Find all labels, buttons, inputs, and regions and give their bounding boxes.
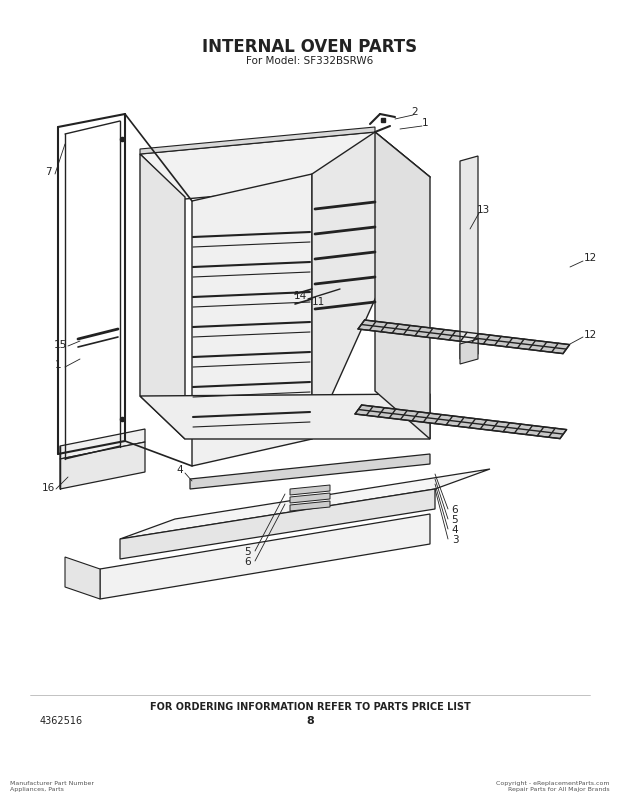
Text: 8: 8 (306, 715, 314, 725)
Polygon shape (60, 430, 145, 459)
Text: Manufacturer Part Number
Appliances, Parts: Manufacturer Part Number Appliances, Par… (10, 781, 94, 791)
Polygon shape (358, 320, 570, 354)
Text: eReplacementParts.com: eReplacementParts.com (212, 418, 348, 429)
Polygon shape (140, 132, 430, 200)
Polygon shape (190, 454, 430, 489)
Text: For Model: SF332BSRW6: For Model: SF332BSRW6 (246, 56, 374, 66)
Polygon shape (290, 485, 330, 495)
Text: 11: 11 (311, 296, 325, 307)
Text: 13: 13 (476, 205, 490, 214)
Polygon shape (460, 157, 478, 360)
Polygon shape (192, 175, 312, 467)
Polygon shape (375, 132, 430, 439)
Text: 1: 1 (422, 118, 428, 128)
Text: 12: 12 (583, 253, 596, 263)
Text: Copyright - eReplacementParts.com
Repair Parts for All Major Brands: Copyright - eReplacementParts.com Repair… (497, 781, 610, 791)
Polygon shape (120, 489, 435, 560)
Polygon shape (140, 155, 185, 439)
Polygon shape (60, 442, 145, 489)
Polygon shape (140, 394, 430, 439)
Polygon shape (355, 406, 567, 439)
Text: 6: 6 (452, 504, 458, 515)
Text: 6: 6 (245, 556, 251, 566)
Polygon shape (65, 557, 100, 599)
Text: 5: 5 (452, 515, 458, 524)
Text: 4362516: 4362516 (40, 715, 83, 725)
Text: 15: 15 (53, 340, 66, 349)
Text: INTERNAL OVEN PARTS: INTERNAL OVEN PARTS (203, 38, 417, 56)
Polygon shape (120, 470, 490, 540)
Text: 5: 5 (245, 546, 251, 556)
Text: 2: 2 (412, 107, 418, 117)
Text: 14: 14 (293, 291, 307, 300)
Polygon shape (312, 132, 430, 439)
Text: FOR ORDERING INFORMATION REFER TO PARTS PRICE LIST: FOR ORDERING INFORMATION REFER TO PARTS … (149, 701, 471, 711)
Text: 4: 4 (177, 464, 184, 475)
Text: 16: 16 (42, 483, 55, 492)
Text: 12: 12 (583, 329, 596, 340)
Polygon shape (460, 340, 478, 365)
Text: 7: 7 (45, 167, 51, 177)
Polygon shape (290, 501, 330, 512)
Text: 3: 3 (452, 534, 458, 544)
Text: 1: 1 (55, 360, 61, 369)
Polygon shape (290, 493, 330, 503)
Polygon shape (140, 128, 375, 155)
Polygon shape (100, 515, 430, 599)
Text: 4: 4 (452, 524, 458, 534)
